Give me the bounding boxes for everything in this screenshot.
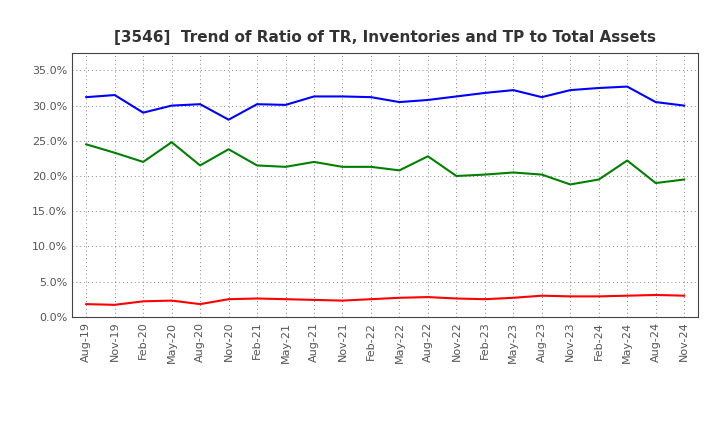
Trade Payables — [623, 158, 631, 163]
Trade Receivables — [310, 297, 318, 303]
Title: [3546]  Trend of Ratio of TR, Inventories and TP to Total Assets: [3546] Trend of Ratio of TR, Inventories… — [114, 29, 656, 45]
Inventories — [82, 95, 91, 100]
Trade Payables — [338, 164, 347, 169]
Inventories — [423, 97, 432, 103]
Inventories — [452, 94, 461, 99]
Inventories — [652, 99, 660, 105]
Inventories — [139, 110, 148, 115]
Trade Payables — [110, 150, 119, 155]
Trade Payables — [366, 164, 375, 169]
Trade Payables — [253, 163, 261, 168]
Trade Receivables — [225, 297, 233, 302]
Trade Receivables — [196, 301, 204, 307]
Trade Receivables — [366, 297, 375, 302]
Inventories — [480, 90, 489, 95]
Trade Payables — [595, 177, 603, 182]
Inventories — [282, 102, 290, 107]
Trade Payables — [82, 142, 91, 147]
Trade Receivables — [480, 297, 489, 302]
Inventories — [509, 88, 518, 93]
Inventories — [595, 85, 603, 91]
Inventories — [623, 84, 631, 89]
Trade Receivables — [395, 295, 404, 301]
Inventories — [110, 92, 119, 98]
Trade Payables — [509, 170, 518, 175]
Trade Payables — [566, 182, 575, 187]
Inventories — [310, 94, 318, 99]
Trade Payables — [139, 159, 148, 165]
Trade Payables — [395, 168, 404, 173]
Inventories — [566, 88, 575, 93]
Line: Trade Receivables: Trade Receivables — [86, 295, 684, 305]
Trade Receivables — [110, 302, 119, 308]
Trade Receivables — [139, 299, 148, 304]
Inventories — [395, 99, 404, 105]
Inventories — [253, 102, 261, 107]
Trade Payables — [282, 164, 290, 169]
Inventories — [225, 117, 233, 122]
Trade Receivables — [652, 292, 660, 297]
Trade Receivables — [167, 298, 176, 303]
Trade Receivables — [537, 293, 546, 298]
Trade Receivables — [82, 301, 91, 307]
Inventories — [196, 102, 204, 107]
Line: Trade Payables: Trade Payables — [86, 142, 684, 184]
Trade Receivables — [423, 294, 432, 300]
Trade Receivables — [509, 295, 518, 301]
Trade Payables — [196, 163, 204, 168]
Trade Receivables — [253, 296, 261, 301]
Trade Receivables — [623, 293, 631, 298]
Inventories — [680, 103, 688, 108]
Inventories — [338, 94, 347, 99]
Trade Payables — [452, 173, 461, 179]
Inventories — [167, 103, 176, 108]
Line: Inventories: Inventories — [86, 87, 684, 120]
Trade Payables — [480, 172, 489, 177]
Trade Receivables — [452, 296, 461, 301]
Trade Payables — [680, 177, 688, 182]
Inventories — [366, 95, 375, 100]
Trade Receivables — [338, 298, 347, 303]
Trade Payables — [537, 172, 546, 177]
Inventories — [537, 95, 546, 100]
Trade Payables — [652, 180, 660, 186]
Trade Receivables — [282, 297, 290, 302]
Trade Receivables — [595, 294, 603, 299]
Trade Payables — [310, 159, 318, 165]
Trade Payables — [225, 147, 233, 152]
Trade Receivables — [680, 293, 688, 298]
Trade Payables — [167, 139, 176, 145]
Trade Payables — [423, 154, 432, 159]
Trade Receivables — [566, 294, 575, 299]
